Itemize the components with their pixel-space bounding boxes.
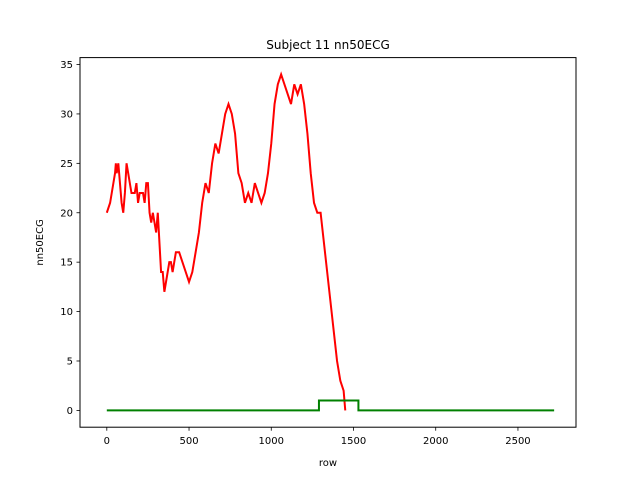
y-ticks: 0 5 10 15 20 25 30 35 (60, 60, 80, 417)
x-tick-label: 0 (104, 436, 110, 447)
x-axis-label: row (319, 458, 337, 469)
y-tick-label: 20 (60, 208, 73, 219)
y-tick-label: 30 (60, 109, 73, 120)
x-tick-label: 2000 (423, 436, 448, 447)
y-tick-label: 25 (60, 159, 73, 170)
chart-title: Subject 11 nn50ECG (266, 38, 390, 52)
series-layer (105, 71, 555, 412)
y-tick-label: 15 (60, 258, 73, 269)
plot-frame (79, 57, 577, 428)
x-ticks: 0 500 1000 1500 2000 2500 (104, 427, 531, 447)
y-tick-label: 5 (67, 356, 73, 367)
x-tick-label: 1000 (259, 436, 284, 447)
series-line-1 (106, 399, 555, 412)
x-tick-label: 1500 (341, 436, 366, 447)
y-tick-label: 0 (67, 406, 73, 417)
series-line-0 (105, 71, 347, 411)
y-tick-label: 35 (60, 60, 73, 71)
x-tick-label: 500 (179, 436, 198, 447)
x-tick-label: 2500 (505, 436, 530, 447)
y-axis-label: nn50ECG (35, 219, 46, 265)
y-tick-label: 10 (60, 307, 73, 318)
